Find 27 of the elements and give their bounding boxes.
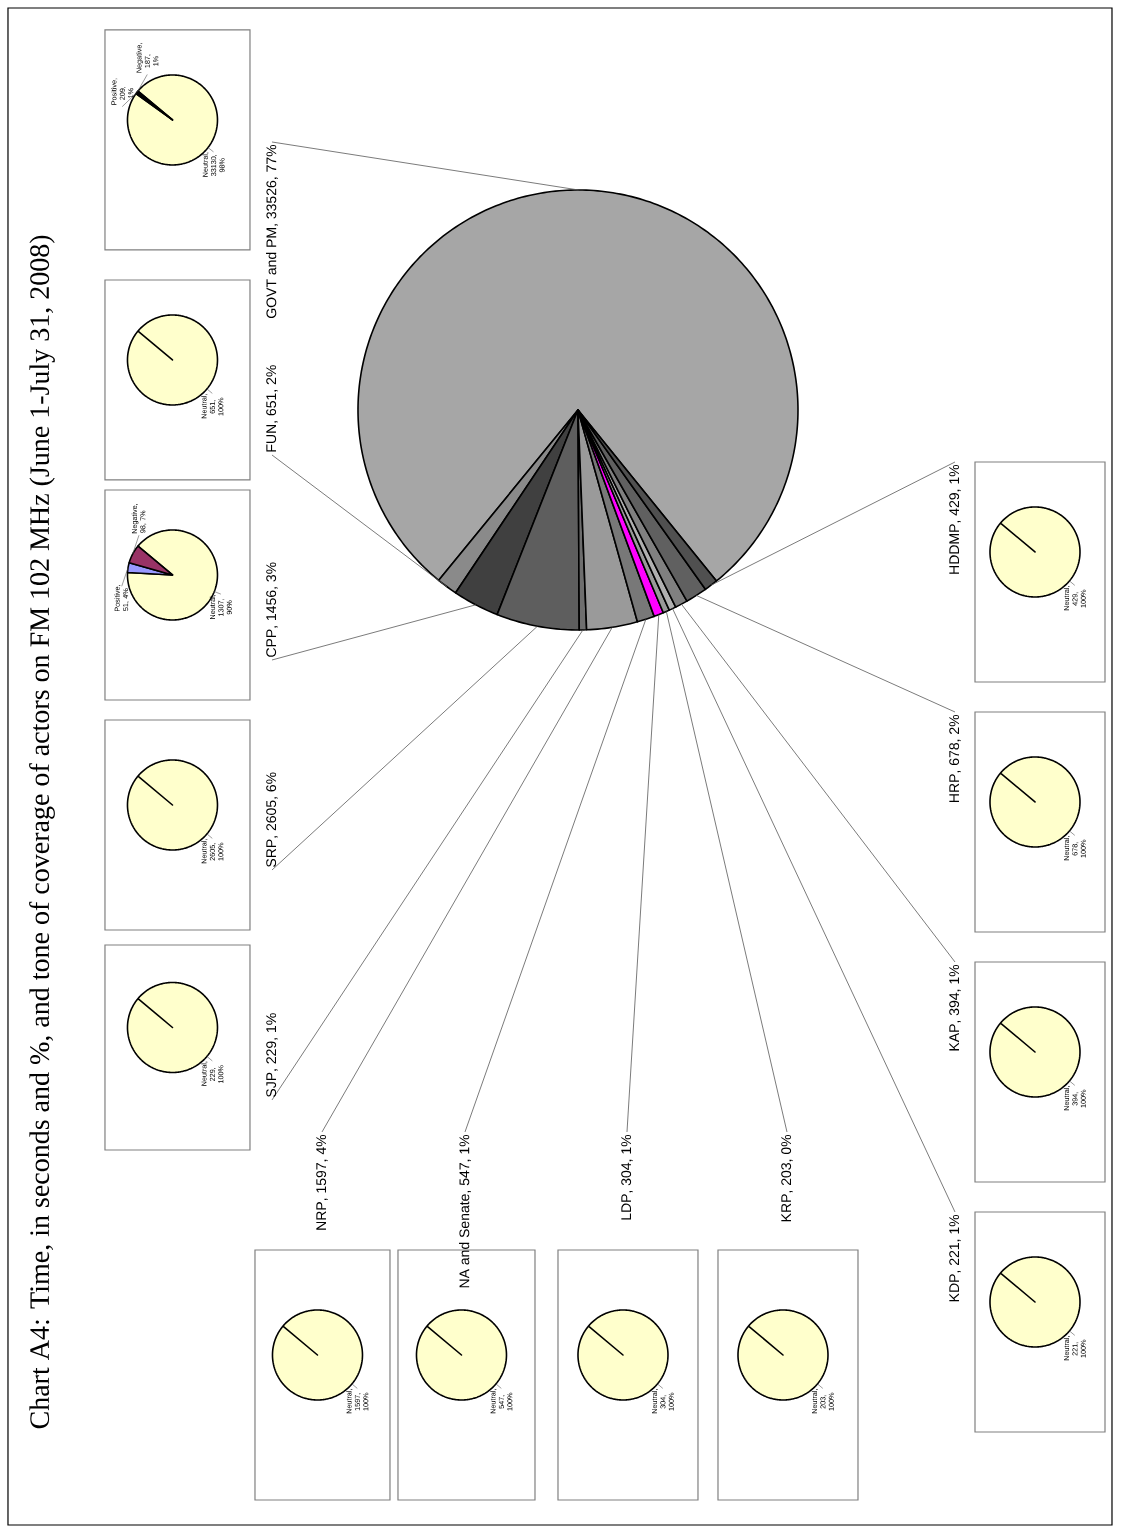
data-label: , 221, 1% <box>949 1214 961 1273</box>
data-label: , 304, 1% <box>621 1134 633 1193</box>
slice-label: LDP <box>621 1194 631 1220</box>
slice-label: SJP <box>266 1072 277 1097</box>
data-label: , 651, 2% <box>266 365 278 423</box>
slice-label: NRP <box>316 1202 326 1230</box>
data-label: , 33526, 77% <box>266 144 278 226</box>
data-label: , 229, 1% <box>266 1013 278 1071</box>
data-label: , 203, 0% <box>781 1134 793 1193</box>
text: Chart A4: Time, in seconds and %, and tone of coverage of actors on FM 102 MHz (June 1-July 31, 2008) <box>29 235 55 1429</box>
data-label: , 394, 1% <box>949 964 961 1023</box>
data-label: , 547, 1% <box>459 1134 471 1193</box>
slice-label: FUN <box>266 424 277 452</box>
data-label: , 678, 2% <box>949 714 961 773</box>
slice-label: HDDMP <box>949 524 959 574</box>
data-label: , 1597, 4% <box>316 1134 328 1201</box>
slice-label: KRP <box>781 1194 791 1222</box>
slice-label: SRP <box>266 839 277 867</box>
slice-label: KAP <box>949 1024 959 1051</box>
slice-label: HRP <box>949 774 959 802</box>
slice-label: CPP <box>266 629 277 657</box>
data-label: , 2605, 6% <box>266 772 278 838</box>
slice-label: NA and Senate <box>459 1194 470 1288</box>
data-label: , 1456, 3% <box>266 562 278 628</box>
data-label: , 429, 1% <box>949 464 961 523</box>
slice-label: GOVT and PM <box>266 228 277 319</box>
slice-label: KDP <box>949 1274 959 1302</box>
